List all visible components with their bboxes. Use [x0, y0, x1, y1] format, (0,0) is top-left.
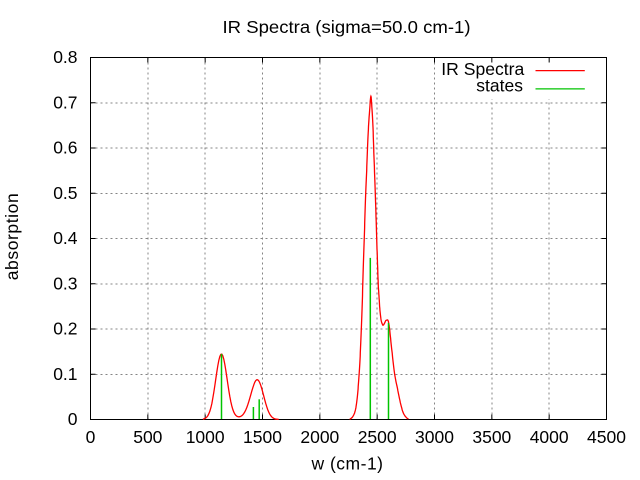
svg-text:2500: 2500: [358, 427, 397, 447]
svg-text:w (cm-1): w (cm-1): [310, 454, 383, 474]
svg-text:states: states: [476, 76, 523, 96]
svg-text:1000: 1000: [186, 427, 225, 447]
svg-text:absorption: absorption: [2, 193, 22, 281]
svg-text:0.4: 0.4: [53, 228, 78, 248]
svg-text:IR Spectra: IR Spectra: [441, 59, 524, 79]
svg-text:0.7: 0.7: [53, 92, 77, 112]
svg-text:IR Spectra (sigma=50.0 cm-1): IR Spectra (sigma=50.0 cm-1): [223, 17, 471, 37]
svg-text:4500: 4500: [587, 427, 626, 447]
svg-text:3000: 3000: [415, 427, 454, 447]
svg-text:0.5: 0.5: [53, 183, 77, 203]
svg-text:0.3: 0.3: [53, 273, 77, 293]
svg-text:1500: 1500: [243, 427, 282, 447]
svg-text:0: 0: [68, 409, 78, 429]
svg-text:0.2: 0.2: [53, 319, 77, 339]
svg-text:0.1: 0.1: [53, 364, 77, 384]
svg-text:2000: 2000: [300, 427, 339, 447]
svg-text:0: 0: [86, 427, 96, 447]
svg-text:500: 500: [133, 427, 162, 447]
svg-text:0.8: 0.8: [53, 47, 77, 67]
svg-text:3500: 3500: [472, 427, 511, 447]
svg-text:4000: 4000: [530, 427, 569, 447]
svg-text:0.6: 0.6: [53, 138, 77, 158]
